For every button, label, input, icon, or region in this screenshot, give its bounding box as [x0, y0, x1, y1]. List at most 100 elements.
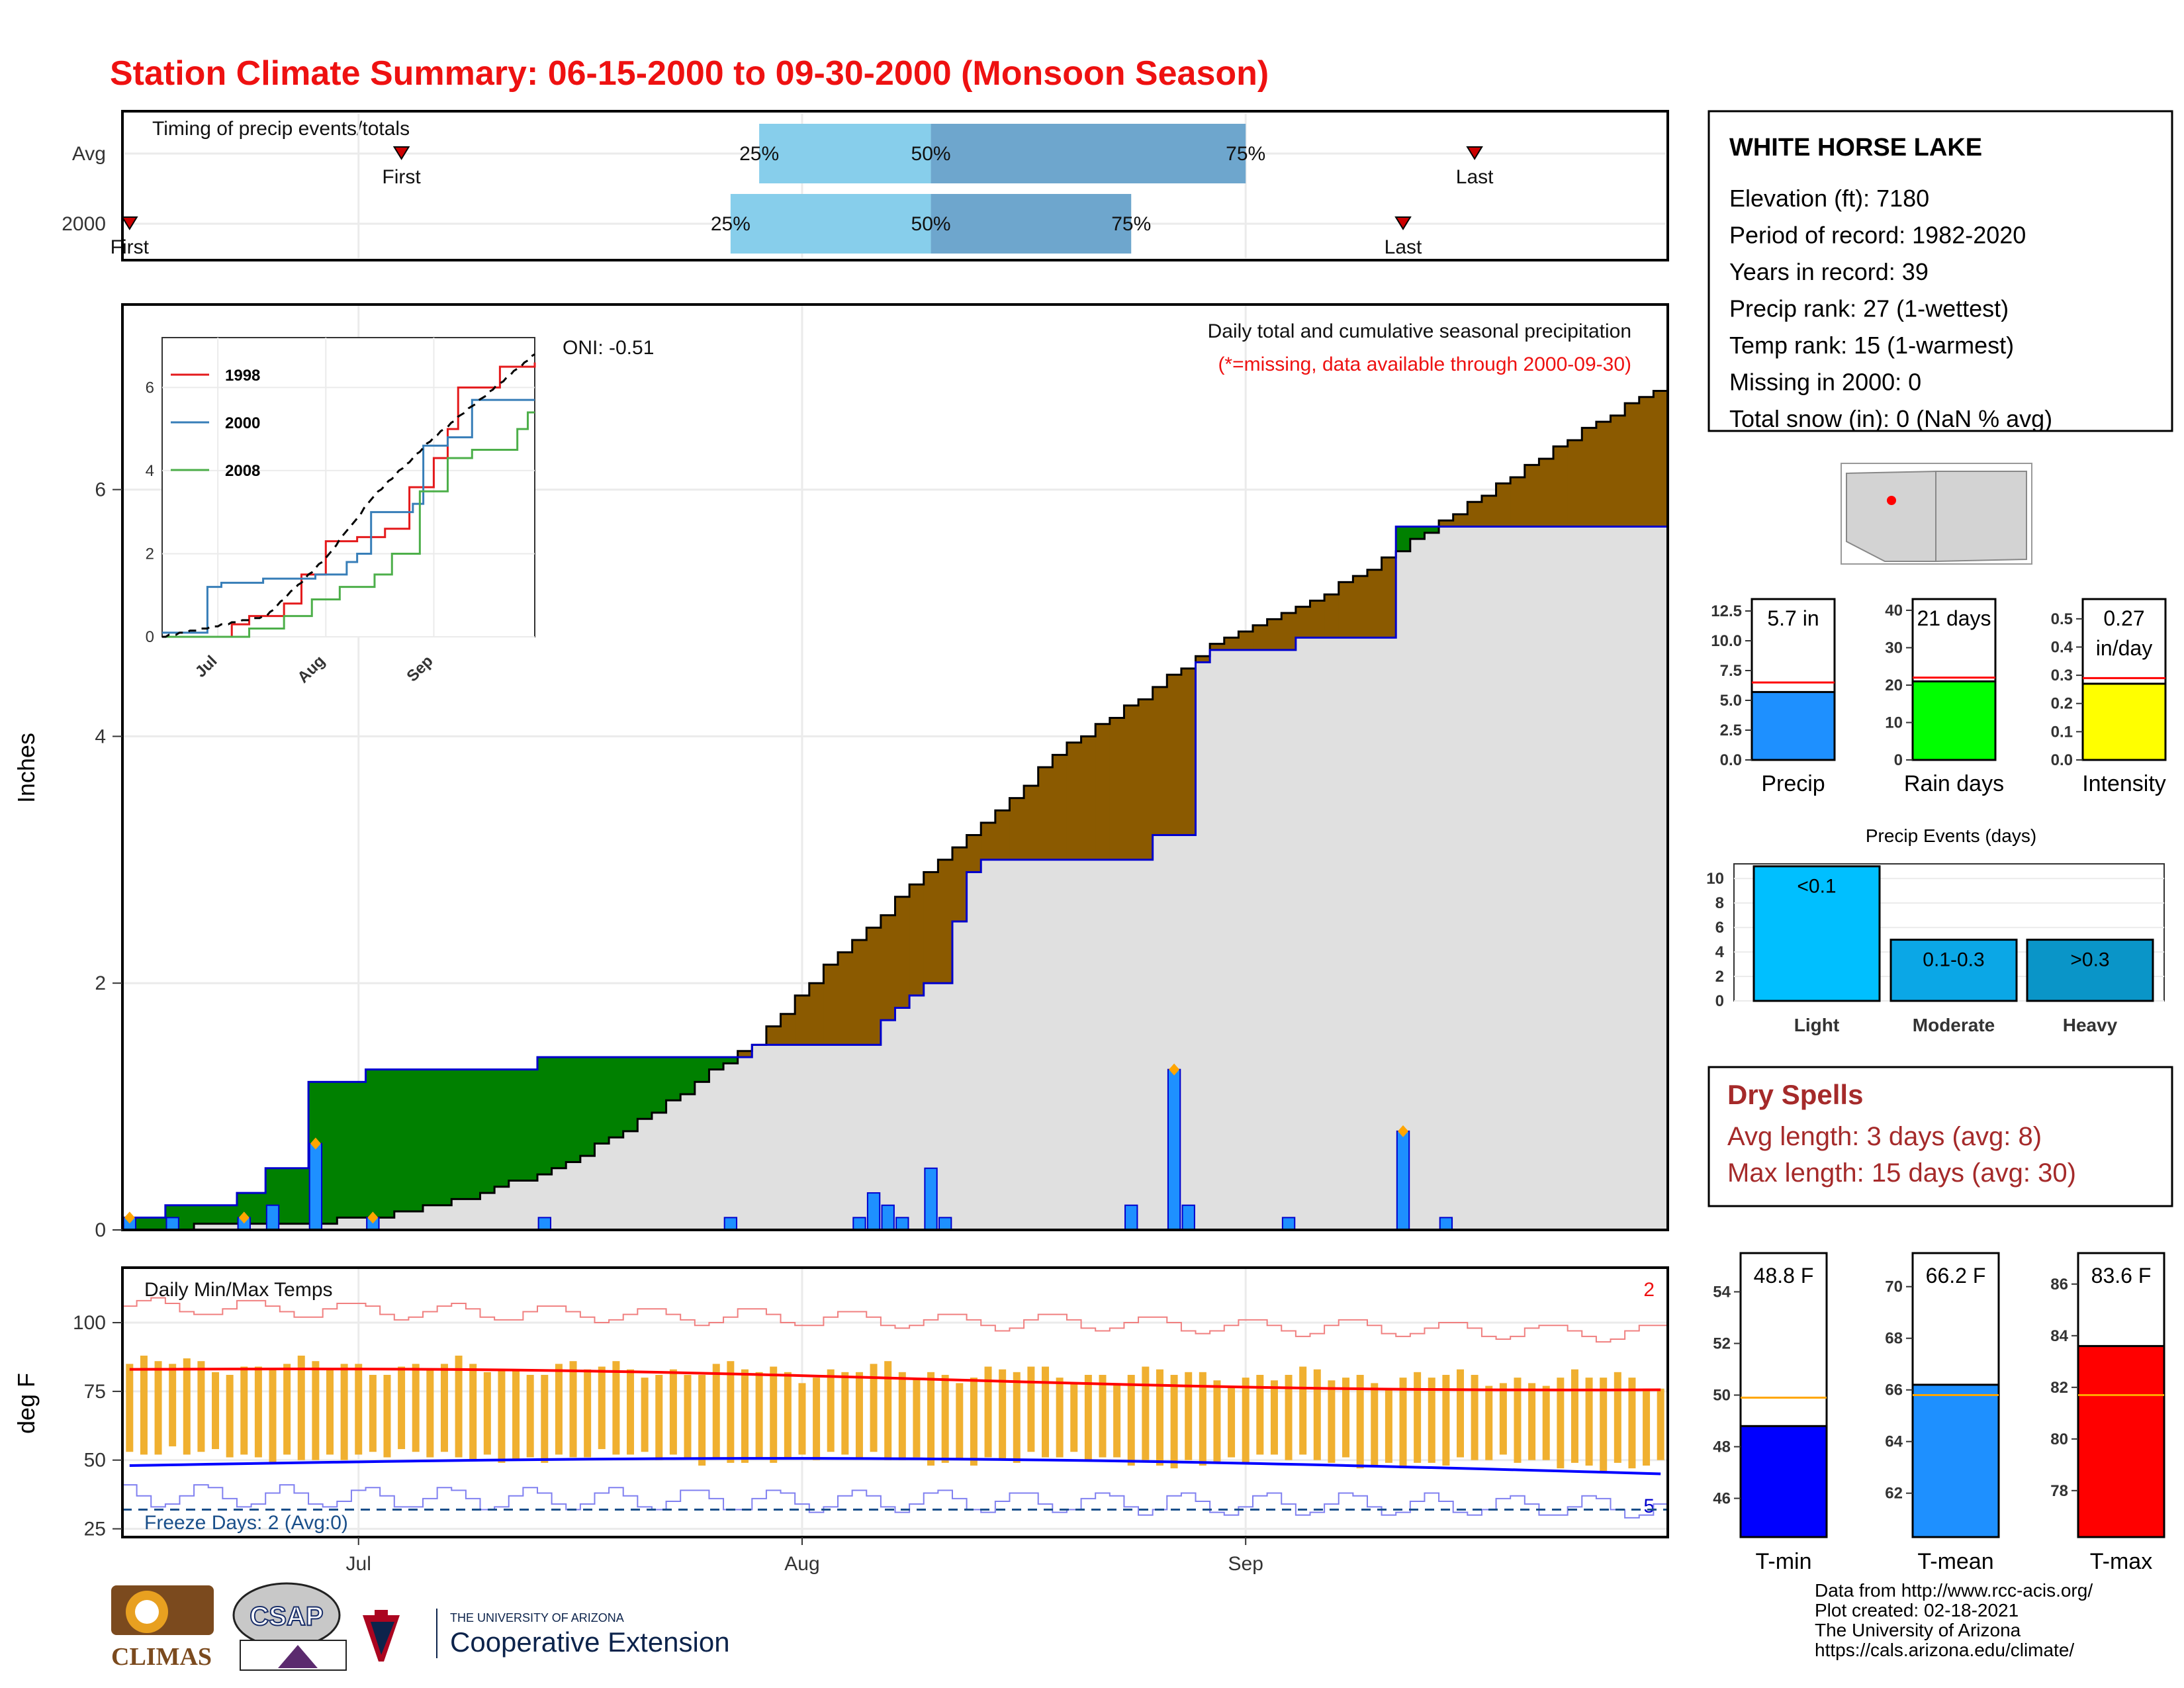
- station-location-marker: [1887, 496, 1896, 505]
- precip-deficit-area: [1181, 668, 1197, 835]
- daily-temp-range-bar: [1557, 1378, 1565, 1469]
- temps-plot-area: [122, 1268, 1668, 1537]
- daily-precip-bar: [1124, 1204, 1138, 1231]
- daily-temp-range-bar: [999, 1369, 1007, 1460]
- station-info-box: WHITE HORSE LAKE Elevation (ft): 7180 Per…: [1707, 110, 2173, 432]
- avg-tmin-line: [129, 1457, 1661, 1476]
- inset-legend-label: 2008: [225, 462, 260, 480]
- summary-bar-ytick-label: 0.4: [2051, 638, 2073, 656]
- precip-event-marker: [1398, 1125, 1409, 1137]
- precip-surplus-area: [566, 1057, 581, 1162]
- precip-deficit-area: [1596, 422, 1612, 527]
- precip-events-chart: Precip Events (days) 0 2 4 6 8 10 <0.1 Light 0.1…: [1706, 825, 2165, 1035]
- events-ytick-label: 0: [1715, 992, 1724, 1010]
- daily-temp-range-bar: [1499, 1383, 1507, 1455]
- precip-deficit-area: [938, 859, 953, 984]
- precip-deficit-area: [1553, 446, 1569, 527]
- timing-p75-label: 75%: [1226, 143, 1265, 165]
- temp-bar-value: [1739, 1425, 1828, 1538]
- daily-temp-range-bar: [455, 1355, 463, 1458]
- temp-bar-label: 83.6 F: [2091, 1264, 2152, 1288]
- precip-deficit-area: [838, 952, 853, 1045]
- new-mexico-shape: [1935, 471, 2027, 563]
- precip-deficit-area: [852, 939, 867, 1045]
- precip-frame: [121, 303, 1669, 1231]
- temp-bar-ytick-label: 46: [1713, 1490, 1731, 1508]
- daily-temp-range-bar: [1428, 1378, 1435, 1463]
- daily-temp-range-bar: [1628, 1378, 1636, 1469]
- daily-precip-bar: [852, 1217, 866, 1231]
- timing-p75-label: 75%: [1111, 213, 1151, 235]
- temp-bar-ytick-label: 80: [2050, 1430, 2068, 1448]
- precip-deficit-area: [1167, 675, 1182, 835]
- precip-deficit-area: [1567, 440, 1582, 527]
- precip-surplus-area: [494, 1069, 510, 1187]
- timing-last-marker: [1394, 216, 1412, 230]
- temp-bar-ytick-label: 50: [1713, 1387, 1731, 1405]
- daily-temp-range-bar: [1471, 1374, 1479, 1460]
- temps-panel: Daily Min/Max Temps 2 5 Freeze Days: 2 (…: [13, 1266, 1669, 1538]
- precip-deficit-area: [1295, 606, 1310, 638]
- precip-deficit-area: [1510, 477, 1525, 527]
- inset-ytick-label: 2: [146, 545, 154, 563]
- temp-bar-ytick-label: 52: [1713, 1335, 1731, 1353]
- timing-first-marker: [121, 216, 138, 230]
- timing-row-label: Avg: [72, 143, 106, 165]
- station-info-line: Period of record: 1982-2020: [1729, 222, 2026, 249]
- station-info-line: Years in record: 39: [1729, 258, 1929, 285]
- events-bar: [2026, 939, 2154, 1002]
- daily-temp-range-bar: [140, 1355, 148, 1455]
- daily-temp-range-bar: [712, 1364, 720, 1458]
- precip-surplus-area: [423, 1069, 438, 1205]
- daily-temp-range-bar: [1457, 1369, 1465, 1458]
- x-axis-tick-label: Sep: [1228, 1553, 1263, 1575]
- record-low-line: [122, 1484, 1668, 1519]
- precip-average-line: [122, 389, 1668, 1231]
- daily-precip-bar: [723, 1217, 738, 1231]
- ua-small-text: THE UNIVERSITY OF ARIZONA: [450, 1611, 624, 1624]
- temp-bar-ytick-label: 64: [1885, 1433, 1903, 1451]
- daily-temp-range-bar: [1614, 1372, 1621, 1463]
- daily-precip-bar: [265, 1204, 280, 1231]
- summary-bar-ytick-label: 0.3: [2051, 667, 2073, 684]
- daily-temp-range-bar: [584, 1369, 592, 1458]
- daily-precip-bar: [165, 1217, 179, 1231]
- daily-temp-range-bar: [555, 1364, 563, 1455]
- csap-logo: CSAP: [232, 1582, 347, 1671]
- location-map: [1841, 463, 2032, 565]
- temps-label: Daily Min/Max Temps: [144, 1279, 333, 1301]
- summary-bar-ytick-label: 10: [1885, 714, 1903, 731]
- daily-temp-range-bar: [154, 1361, 162, 1455]
- daily-temp-range-bar: [312, 1361, 320, 1460]
- precip-surplus-area: [179, 1205, 195, 1230]
- precip-deficit-area: [1353, 576, 1368, 638]
- precip-surplus-area: [623, 1057, 638, 1131]
- precip-deficit-area: [1639, 397, 1654, 527]
- summary-bar-xlabel: Intensity: [2082, 771, 2166, 796]
- daily-temp-range-bar: [798, 1383, 806, 1455]
- daily-temp-range-bar: [240, 1366, 248, 1455]
- temp-bar-ytick-label: 54: [1713, 1284, 1731, 1301]
- x-axis-tick-label: Aug: [784, 1553, 819, 1575]
- daily-temp-range-bar: [1371, 1383, 1379, 1466]
- precip-surplus-area: [523, 1069, 538, 1181]
- summary-bar-ytick-label: 7.5: [1720, 662, 1742, 680]
- summary-bar-ytick-label: 30: [1885, 639, 1903, 657]
- precip-header: Daily total and cumulative seasonal prec…: [1208, 320, 1631, 342]
- ua-extension-text: Cooperative Extension: [450, 1626, 730, 1658]
- precip-deficit-area: [1381, 557, 1396, 638]
- inset-series-line: [162, 411, 535, 638]
- events-bar-label: 0.1-0.3: [1923, 949, 1984, 971]
- precip-deficit-area: [1109, 718, 1124, 860]
- daily-temp-range-bar: [398, 1366, 406, 1450]
- precip-deficit-area: [1324, 594, 1340, 638]
- daily-temp-range-bar: [627, 1369, 635, 1455]
- station-info-line: Missing in 2000: 0: [1729, 369, 1921, 396]
- summary-bar-ytick-label: 0.5: [2051, 610, 2073, 628]
- precip-deficit-area: [1081, 736, 1096, 860]
- precip-deficit-area: [1653, 391, 1668, 527]
- timing-p50-label: 50%: [911, 213, 951, 235]
- daily-temp-range-bar: [1199, 1372, 1206, 1466]
- events-ytick-label: 4: [1715, 943, 1725, 961]
